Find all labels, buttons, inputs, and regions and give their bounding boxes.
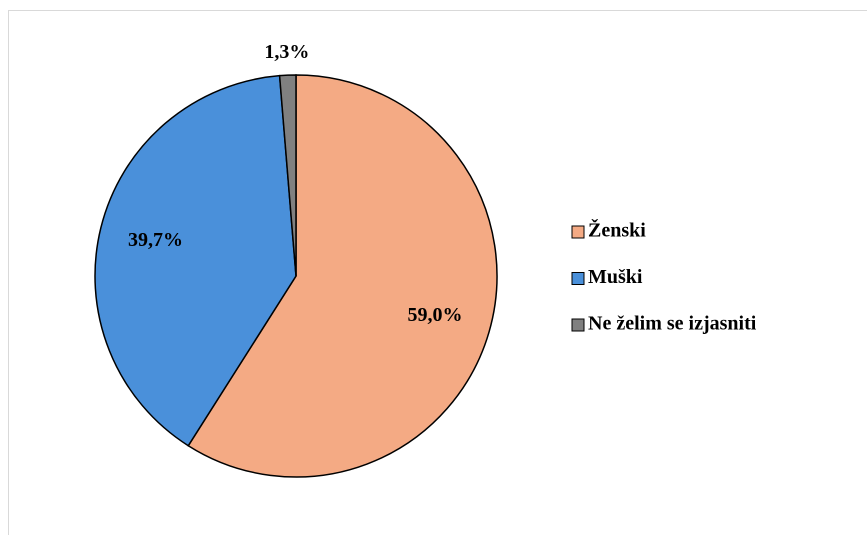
legend-swatch [571,225,585,239]
data-label: 59,0% [407,304,462,326]
legend-swatch [571,318,585,332]
legend-label: Muški [588,266,643,288]
legend-swatch [571,272,585,285]
pie-slice [187,74,498,478]
chart-frame [8,10,867,535]
legend-label: Ne želim se izjasniti [588,313,757,335]
data-label: 39,7% [128,229,183,251]
pie-slice [278,74,297,277]
legend-label: Ženski [588,218,646,242]
pie-slice [94,74,297,447]
data-label: 1,3% [264,41,309,63]
